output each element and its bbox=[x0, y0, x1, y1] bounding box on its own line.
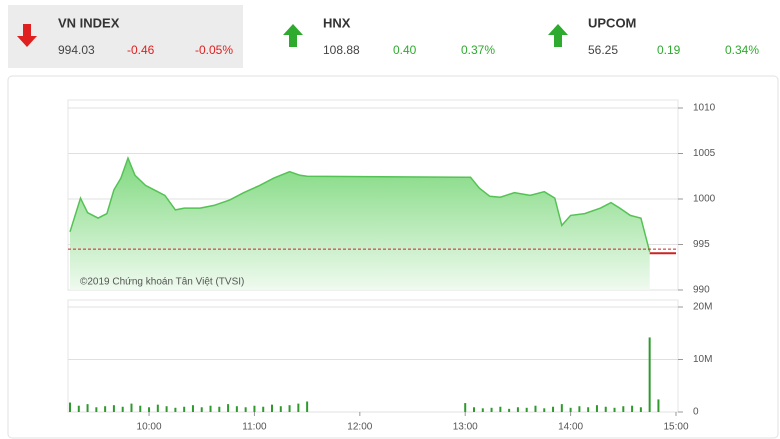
volume-bar bbox=[244, 407, 247, 412]
index-name: HNX bbox=[323, 15, 351, 30]
volume-bar bbox=[613, 407, 616, 412]
index-change: -0.46 bbox=[127, 43, 155, 57]
index-value: 56.25 bbox=[588, 43, 618, 57]
index-percent: 0.34% bbox=[725, 43, 759, 57]
volume-bar bbox=[86, 404, 89, 412]
volume-bar bbox=[218, 406, 221, 412]
volume-bar bbox=[604, 406, 607, 412]
volume-bar bbox=[560, 404, 563, 412]
volume-bar bbox=[174, 407, 177, 412]
index-highlight bbox=[8, 5, 243, 68]
price-area bbox=[70, 158, 650, 290]
volume-bar bbox=[191, 405, 194, 412]
volume-bar bbox=[139, 405, 142, 412]
volume-bar bbox=[306, 401, 309, 412]
volume-bar bbox=[481, 408, 484, 412]
volume-bar bbox=[534, 405, 537, 412]
volume-bar bbox=[77, 405, 80, 412]
volume-bar bbox=[499, 406, 502, 412]
y-tick-label: 0 bbox=[693, 407, 699, 418]
y-tick-label: 990 bbox=[693, 285, 710, 296]
y-tick-label: 20M bbox=[693, 302, 712, 313]
volume-bar bbox=[200, 407, 203, 412]
volume-bar bbox=[271, 404, 273, 412]
y-tick-label: 1005 bbox=[693, 148, 716, 159]
volume-bar bbox=[648, 337, 651, 412]
volume-bar bbox=[622, 406, 625, 412]
volume-bar bbox=[473, 407, 475, 412]
x-tick-label: 14:00 bbox=[558, 422, 583, 433]
volume-bar bbox=[165, 406, 168, 412]
index-name: UPCOM bbox=[588, 15, 636, 30]
volume-bar bbox=[148, 407, 151, 412]
volume-bar bbox=[631, 405, 634, 412]
price-line bbox=[69, 155, 651, 252]
y-tick-label: 1000 bbox=[693, 194, 716, 205]
volume-bar bbox=[297, 403, 300, 412]
volume-bar bbox=[130, 403, 133, 412]
y-tick-label: 1010 bbox=[693, 103, 716, 114]
volume-bar bbox=[569, 407, 572, 412]
volume-bar bbox=[508, 408, 511, 412]
volume-bar bbox=[490, 407, 493, 412]
index-change: 0.40 bbox=[393, 43, 417, 57]
volume-bar bbox=[227, 404, 230, 412]
volume-bar bbox=[235, 406, 238, 412]
volume-bar bbox=[112, 405, 115, 412]
volume-bar bbox=[543, 408, 546, 412]
volume-bar bbox=[516, 407, 519, 412]
y-tick-label: 995 bbox=[693, 239, 710, 250]
volume-bar bbox=[639, 407, 642, 412]
volume-bar bbox=[156, 404, 159, 412]
x-tick-label: 10:00 bbox=[137, 422, 162, 433]
volume-bar bbox=[279, 406, 282, 412]
y-tick-label: 10M bbox=[693, 354, 712, 365]
volume-bar bbox=[253, 405, 256, 412]
volume-bar bbox=[578, 406, 581, 412]
volume-bar bbox=[525, 407, 528, 412]
arrow-up bbox=[283, 24, 303, 47]
volume-bar bbox=[587, 407, 590, 412]
x-tick-label: 15:00 bbox=[663, 422, 688, 433]
index-change: 0.19 bbox=[657, 43, 681, 57]
chart-frame bbox=[7, 75, 779, 439]
volume-bar bbox=[288, 405, 291, 412]
volume-bar bbox=[595, 405, 598, 412]
arrow-down bbox=[17, 24, 37, 47]
index-percent: -0.05% bbox=[195, 43, 233, 57]
volume-bar bbox=[464, 403, 467, 412]
volume-bar bbox=[209, 405, 212, 412]
volume-bar bbox=[262, 406, 265, 412]
volume-bar bbox=[183, 406, 186, 412]
volume-bar bbox=[95, 407, 98, 412]
volume-bar bbox=[657, 399, 660, 412]
index-value: 108.88 bbox=[323, 43, 360, 57]
volume-bar bbox=[104, 406, 107, 412]
x-tick-label: 13:00 bbox=[453, 422, 478, 433]
arrow-up bbox=[548, 24, 568, 47]
x-tick-label: 12:00 bbox=[347, 422, 372, 433]
index-name: VN INDEX bbox=[58, 15, 120, 30]
copyright: ©2019 Chứng khoán Tân Việt (TVSI) bbox=[80, 277, 244, 288]
index-value: 994.03 bbox=[58, 43, 95, 57]
index-percent: 0.37% bbox=[461, 43, 495, 57]
x-tick-label: 11:00 bbox=[242, 422, 267, 433]
volume-bar bbox=[121, 406, 124, 412]
volume-bar bbox=[552, 406, 555, 412]
plot-frame bbox=[67, 299, 679, 413]
volume-bar bbox=[69, 402, 71, 412]
